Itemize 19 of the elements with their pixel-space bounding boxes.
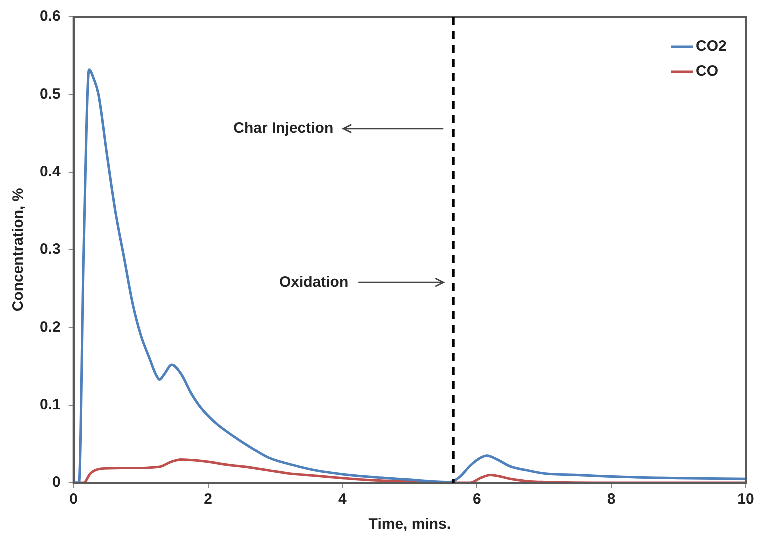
legend-label: CO: [696, 63, 719, 80]
x-tick-label: 2: [204, 491, 212, 508]
legend-label: CO2: [696, 38, 727, 56]
annotation: Oxidation: [279, 274, 349, 291]
x-tick-label: 8: [607, 491, 616, 508]
y-tick-label: 0.1: [40, 396, 61, 414]
annotation: Char Injection: [234, 120, 334, 137]
x-axis-title: Time, mins.: [368, 516, 452, 534]
y-tick-label: 0.3: [40, 241, 61, 258]
y-tick-label: 0.4: [40, 163, 62, 180]
y-axis-title: Concentration, %: [10, 188, 28, 312]
y-tick-label: 0.6: [40, 8, 61, 26]
x-tick-label: 10: [738, 491, 754, 508]
x-tick-label: 4: [338, 491, 348, 508]
x-tick-label: 0: [70, 491, 78, 508]
y-tick-label: 0: [52, 474, 61, 492]
y-tick-label: 0.2: [40, 318, 61, 336]
y-tick-label: 0.5: [40, 86, 61, 103]
x-tick-label: 6: [472, 491, 482, 508]
